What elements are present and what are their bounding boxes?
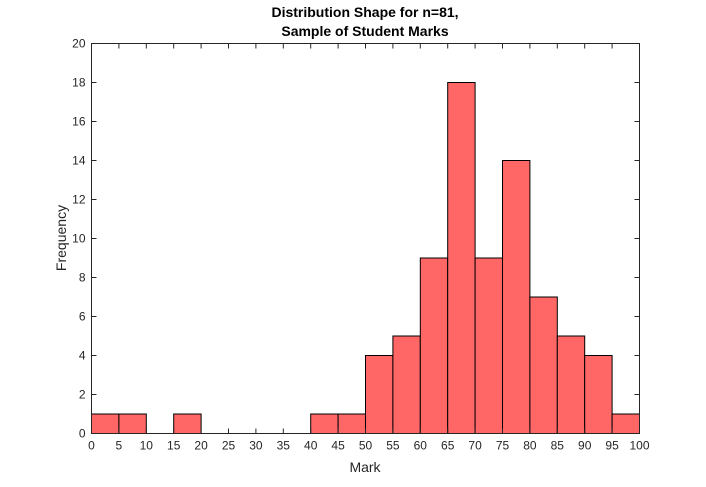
x-tick-label: 90 [578,439,592,453]
x-tick-label: 30 [249,439,263,453]
y-tick-label: 20 [72,37,86,51]
histogram-bar-50-55 [365,355,394,434]
chart-title-line-2: Sample of Student Marks [281,23,448,39]
histogram-bar-0-5 [91,413,120,434]
x-tick-label: 75 [496,439,510,453]
histogram-bar-60-65 [419,257,449,434]
histogram-bar-40-45 [310,413,339,434]
y-tick-label: 0 [79,427,86,441]
y-tick-label: 6 [79,310,86,324]
x-tick-label: 10 [140,439,154,453]
histogram-bar-80-85 [529,296,558,434]
bars-group [91,82,640,434]
x-tick-label: 55 [386,439,400,453]
histogram-bar-90-95 [584,355,613,434]
y-tick-label: 4 [79,349,86,363]
histogram-bar-70-75 [474,257,504,434]
y-tick-label: 2 [79,388,86,402]
histogram-bar-75-80 [502,160,531,434]
histogram-bar-5-10 [118,413,147,434]
histogram-bar-15-20 [173,413,202,434]
x-tick-label: 40 [304,439,318,453]
histogram-bar-65-70 [447,82,476,434]
y-tick-label: 8 [79,271,86,285]
x-tick-label: 45 [331,439,345,453]
y-tick-label: 12 [72,193,86,207]
y-axis-label: Frequency [53,205,69,271]
x-tick-label: 15 [167,439,181,453]
y-tick-label: 18 [72,76,86,90]
x-tick-label: 65 [441,439,455,453]
y-tick-label: 10 [72,232,86,246]
plot-frame [91,43,640,434]
x-tick-label: 80 [523,439,537,453]
x-tick-label: 60 [414,439,428,453]
x-tick-label: 5 [116,439,123,453]
x-axis-label: Mark [349,459,381,475]
y-tick-label: 16 [72,115,86,129]
y-tick-label: 14 [72,154,86,168]
x-tick-label: 25 [222,439,236,453]
x-tick-label: 35 [277,439,291,453]
ticks-group: 0 5 10 15 20 25 30 35 40 45 50 55 60 65 70 75 80 85 90 95 10… [72,37,650,453]
x-tick-label: 100 [629,439,649,453]
x-tick-label: 50 [359,439,373,453]
histogram-bar-85-90 [556,335,586,434]
x-tick-label: 0 [88,439,95,453]
histogram-bar-95-100 [611,413,640,434]
x-tick-label: 20 [194,439,208,453]
x-tick-label: 85 [551,439,565,453]
histogram-bar-45-50 [337,413,367,434]
chart-title-line-1: Distribution Shape for n=81, [271,4,458,20]
histogram-bar-55-60 [392,335,421,434]
x-tick-label: 70 [468,439,482,453]
x-tick-label: 95 [605,439,619,453]
